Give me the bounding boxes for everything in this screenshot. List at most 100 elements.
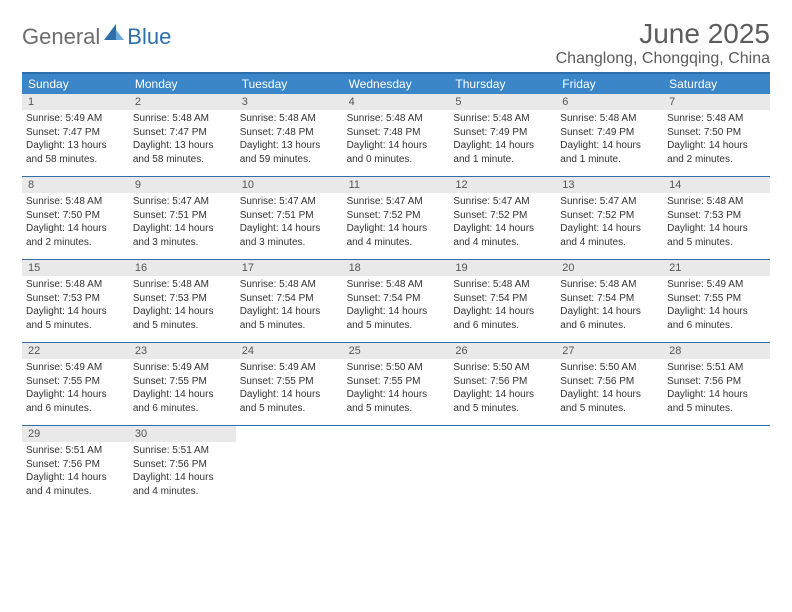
day-line: and 5 minutes.	[240, 319, 339, 333]
day-line: Sunset: 7:56 PM	[133, 458, 232, 472]
day-details: Sunrise: 5:47 AMSunset: 7:51 PMDaylight:…	[236, 193, 343, 253]
day-line: and 5 minutes.	[667, 402, 766, 416]
day-line: Daylight: 14 hours	[133, 222, 232, 236]
day-number: 8	[22, 177, 129, 193]
triangle-icon	[104, 24, 124, 45]
day-line: Sunset: 7:53 PM	[26, 292, 125, 306]
day-number: 28	[663, 343, 770, 359]
weekday-header: Friday	[556, 74, 663, 94]
day-line: Daylight: 13 hours	[240, 139, 339, 153]
day-number: 11	[343, 177, 450, 193]
calendar-week: 1Sunrise: 5:49 AMSunset: 7:47 PMDaylight…	[22, 94, 770, 177]
weekday-header: Thursday	[449, 74, 556, 94]
day-details: Sunrise: 5:48 AMSunset: 7:47 PMDaylight:…	[129, 110, 236, 170]
day-line: Sunrise: 5:50 AM	[560, 361, 659, 375]
day-line: Daylight: 14 hours	[453, 222, 552, 236]
day-line: and 5 minutes.	[240, 402, 339, 416]
weekday-header: Tuesday	[236, 74, 343, 94]
day-details: Sunrise: 5:51 AMSunset: 7:56 PMDaylight:…	[22, 442, 129, 502]
calendar-day: 20Sunrise: 5:48 AMSunset: 7:54 PMDayligh…	[556, 260, 663, 342]
day-line: Daylight: 14 hours	[347, 139, 446, 153]
weekday-header-row: Sunday Monday Tuesday Wednesday Thursday…	[22, 74, 770, 94]
day-line: Sunset: 7:51 PM	[133, 209, 232, 223]
calendar-day: 26Sunrise: 5:50 AMSunset: 7:56 PMDayligh…	[449, 343, 556, 425]
day-line: and 4 minutes.	[560, 236, 659, 250]
day-line: Sunrise: 5:51 AM	[133, 444, 232, 458]
day-details: Sunrise: 5:51 AMSunset: 7:56 PMDaylight:…	[129, 442, 236, 502]
day-line: Daylight: 14 hours	[453, 139, 552, 153]
calendar-day: 1Sunrise: 5:49 AMSunset: 7:47 PMDaylight…	[22, 94, 129, 176]
day-line: and 6 minutes.	[667, 319, 766, 333]
day-line: Sunrise: 5:48 AM	[453, 278, 552, 292]
day-number: 24	[236, 343, 343, 359]
logo-text-general: General	[22, 24, 100, 50]
day-details: Sunrise: 5:48 AMSunset: 7:53 PMDaylight:…	[22, 276, 129, 336]
day-line: Sunrise: 5:51 AM	[26, 444, 125, 458]
day-line: and 0 minutes.	[347, 153, 446, 167]
calendar-day	[343, 426, 450, 508]
day-line: Sunset: 7:54 PM	[347, 292, 446, 306]
day-number: 4	[343, 94, 450, 110]
day-line: and 5 minutes.	[347, 402, 446, 416]
calendar-week: 29Sunrise: 5:51 AMSunset: 7:56 PMDayligh…	[22, 426, 770, 508]
day-line: and 5 minutes.	[560, 402, 659, 416]
header: General Blue June 2025 Changlong, Chongq…	[22, 18, 770, 68]
day-line: Daylight: 14 hours	[26, 388, 125, 402]
day-line: and 2 minutes.	[26, 236, 125, 250]
day-line: Sunrise: 5:48 AM	[667, 112, 766, 126]
day-line: and 6 minutes.	[26, 402, 125, 416]
day-number: 12	[449, 177, 556, 193]
day-details: Sunrise: 5:49 AMSunset: 7:55 PMDaylight:…	[236, 359, 343, 419]
calendar-day: 19Sunrise: 5:48 AMSunset: 7:54 PMDayligh…	[449, 260, 556, 342]
day-line: Sunset: 7:52 PM	[560, 209, 659, 223]
day-number: 25	[343, 343, 450, 359]
day-line: and 5 minutes.	[347, 319, 446, 333]
day-details: Sunrise: 5:48 AMSunset: 7:50 PMDaylight:…	[22, 193, 129, 253]
day-line: Sunrise: 5:49 AM	[240, 361, 339, 375]
day-line: Sunrise: 5:48 AM	[133, 278, 232, 292]
calendar-day: 30Sunrise: 5:51 AMSunset: 7:56 PMDayligh…	[129, 426, 236, 508]
day-line: Sunrise: 5:48 AM	[560, 278, 659, 292]
day-details: Sunrise: 5:48 AMSunset: 7:48 PMDaylight:…	[343, 110, 450, 170]
day-line: Sunset: 7:48 PM	[240, 126, 339, 140]
day-number: 6	[556, 94, 663, 110]
day-number: 1	[22, 94, 129, 110]
weekday-header: Saturday	[663, 74, 770, 94]
day-details: Sunrise: 5:48 AMSunset: 7:50 PMDaylight:…	[663, 110, 770, 170]
day-number: 20	[556, 260, 663, 276]
calendar-day: 17Sunrise: 5:48 AMSunset: 7:54 PMDayligh…	[236, 260, 343, 342]
calendar-day: 14Sunrise: 5:48 AMSunset: 7:53 PMDayligh…	[663, 177, 770, 259]
day-details: Sunrise: 5:48 AMSunset: 7:54 PMDaylight:…	[449, 276, 556, 336]
day-line: Daylight: 14 hours	[667, 305, 766, 319]
day-number: 29	[22, 426, 129, 442]
location-text: Changlong, Chongqing, China	[556, 50, 770, 68]
day-line: and 2 minutes.	[667, 153, 766, 167]
day-line: Sunrise: 5:48 AM	[240, 112, 339, 126]
day-line: and 5 minutes.	[133, 319, 232, 333]
day-line: Daylight: 14 hours	[240, 222, 339, 236]
calendar-week: 8Sunrise: 5:48 AMSunset: 7:50 PMDaylight…	[22, 177, 770, 260]
day-line: Sunrise: 5:47 AM	[347, 195, 446, 209]
day-details: Sunrise: 5:48 AMSunset: 7:53 PMDaylight:…	[129, 276, 236, 336]
day-number: 3	[236, 94, 343, 110]
day-details: Sunrise: 5:49 AMSunset: 7:47 PMDaylight:…	[22, 110, 129, 170]
day-details: Sunrise: 5:50 AMSunset: 7:55 PMDaylight:…	[343, 359, 450, 419]
calendar-day: 11Sunrise: 5:47 AMSunset: 7:52 PMDayligh…	[343, 177, 450, 259]
calendar-week: 15Sunrise: 5:48 AMSunset: 7:53 PMDayligh…	[22, 260, 770, 343]
day-details: Sunrise: 5:47 AMSunset: 7:52 PMDaylight:…	[343, 193, 450, 253]
day-line: Daylight: 14 hours	[26, 471, 125, 485]
day-details: Sunrise: 5:48 AMSunset: 7:54 PMDaylight:…	[236, 276, 343, 336]
day-line: Sunset: 7:55 PM	[347, 375, 446, 389]
day-line: Sunrise: 5:50 AM	[347, 361, 446, 375]
day-line: Sunset: 7:52 PM	[347, 209, 446, 223]
day-details: Sunrise: 5:48 AMSunset: 7:54 PMDaylight:…	[343, 276, 450, 336]
calendar-day: 5Sunrise: 5:48 AMSunset: 7:49 PMDaylight…	[449, 94, 556, 176]
day-line: Daylight: 14 hours	[133, 388, 232, 402]
day-line: Daylight: 14 hours	[26, 305, 125, 319]
day-number: 2	[129, 94, 236, 110]
calendar-day: 2Sunrise: 5:48 AMSunset: 7:47 PMDaylight…	[129, 94, 236, 176]
day-line: Sunset: 7:47 PM	[26, 126, 125, 140]
day-line: Daylight: 14 hours	[560, 139, 659, 153]
day-line: and 5 minutes.	[453, 402, 552, 416]
day-line: Daylight: 14 hours	[347, 222, 446, 236]
